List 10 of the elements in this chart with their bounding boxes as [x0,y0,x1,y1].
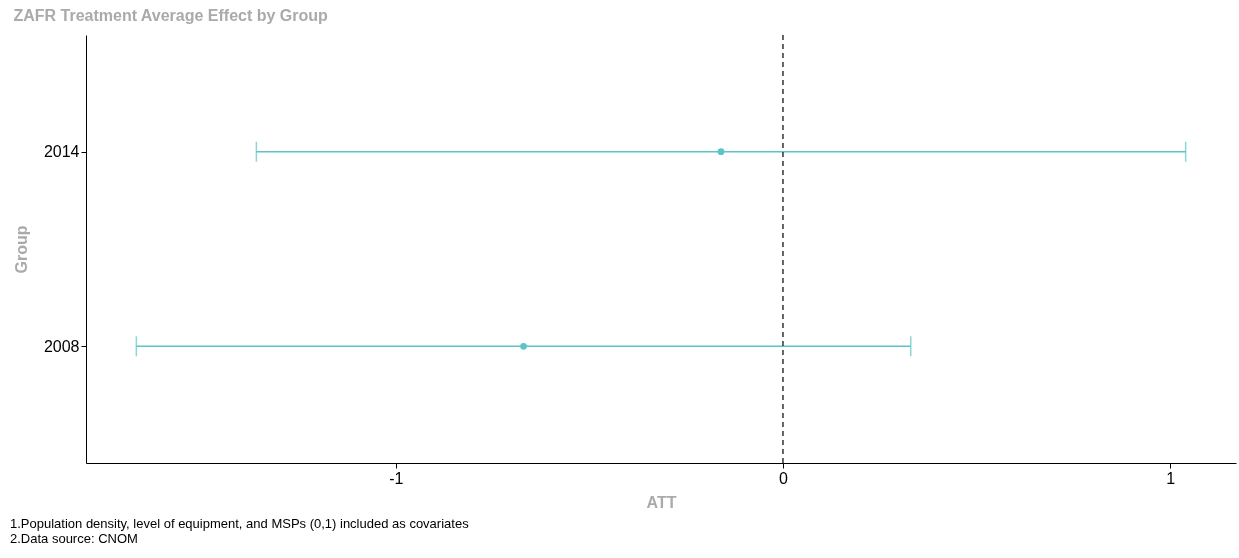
chart-title: ZAFR Treatment Average Effect by Group [13,7,329,25]
x-tick-label: 1 [1166,469,1176,487]
x-tick-label: -1 [389,469,404,487]
x-axis-title: ATT [646,493,677,511]
x-tick-label: 0 [779,469,789,487]
y-tick-label: 2008 [43,337,80,355]
y-tick-label: 2014 [43,143,80,161]
text: 1.Population density, level of equipment, and MSPs (0,1) included as covariates [10,516,469,531]
y-axis-title: Group [12,225,30,274]
text: 2.Data source: CNOM [10,531,139,546]
